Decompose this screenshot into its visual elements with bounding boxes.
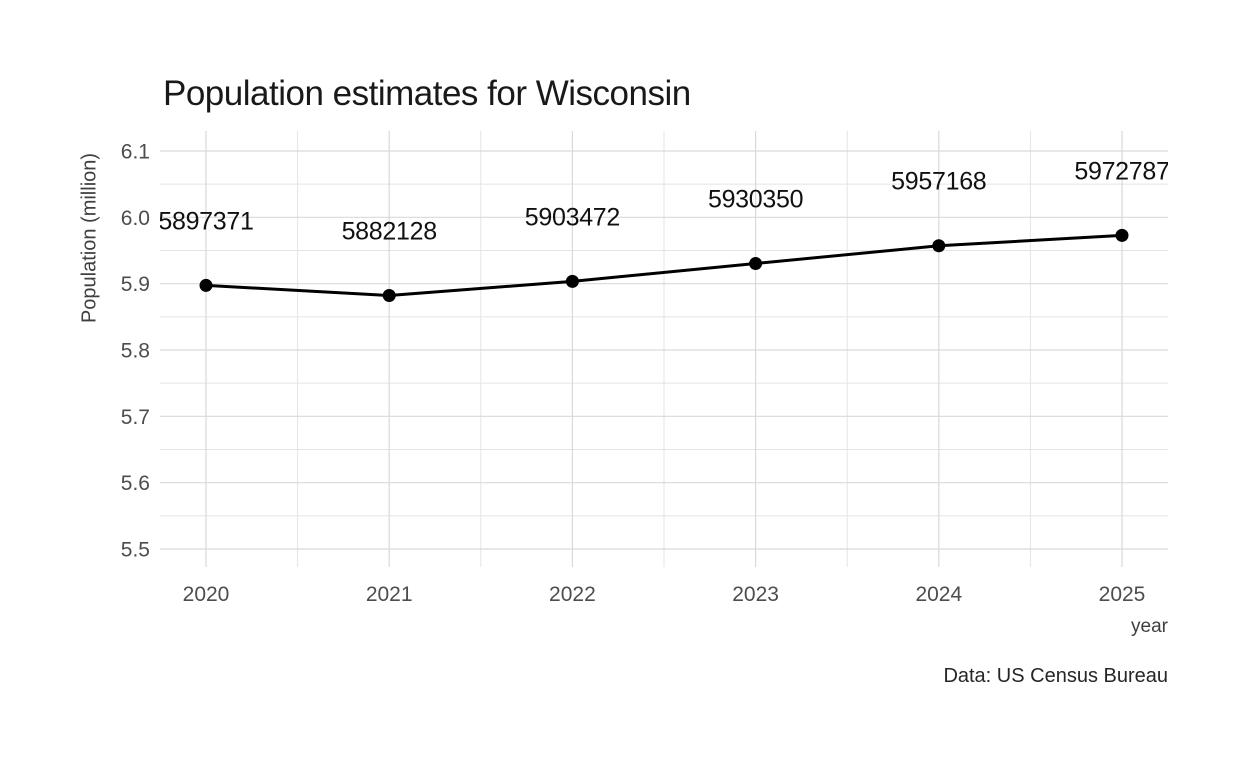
y-tick-label: 6.0 xyxy=(121,207,150,230)
data-point-label: 5972787 xyxy=(1074,157,1169,185)
data-point xyxy=(749,257,763,271)
trend-line xyxy=(204,233,1124,298)
y-tick-label: 5.6 xyxy=(121,472,150,495)
y-tick-label: 6.1 xyxy=(121,141,150,164)
x-tick-label: 2024 xyxy=(915,583,962,606)
data-point-label: 5882128 xyxy=(342,218,437,246)
data-point-label: 5903472 xyxy=(525,203,620,231)
data-point-label: 5957168 xyxy=(891,168,986,196)
y-tick-label: 5.7 xyxy=(121,406,150,429)
y-tick-label: 5.9 xyxy=(121,273,150,296)
x-tick-label: 2020 xyxy=(183,583,230,606)
data-point xyxy=(199,278,213,292)
series-group: 5897371 5882128 5903472 5930350 5957168 59727… xyxy=(158,157,1169,303)
x-axis-title: year xyxy=(1131,616,1168,637)
y-tick-label: 5.8 xyxy=(121,340,150,363)
y-tick-label: 5.5 xyxy=(121,539,150,562)
data-point xyxy=(565,274,579,288)
data-point-label: 5897371 xyxy=(158,207,253,235)
chart-title: Population estimates for Wisconsin xyxy=(163,74,691,113)
x-tick-label: 2025 xyxy=(1099,583,1146,606)
x-tick-label: 2021 xyxy=(366,583,413,606)
data-point xyxy=(932,239,946,253)
chart-caption: Data: US Census Bureau xyxy=(943,665,1168,687)
data-point xyxy=(382,289,396,303)
x-tick-label: 2022 xyxy=(549,583,596,606)
data-point-label: 5930350 xyxy=(708,186,803,214)
data-point xyxy=(1115,228,1129,242)
x-tick-label: 2023 xyxy=(732,583,779,606)
